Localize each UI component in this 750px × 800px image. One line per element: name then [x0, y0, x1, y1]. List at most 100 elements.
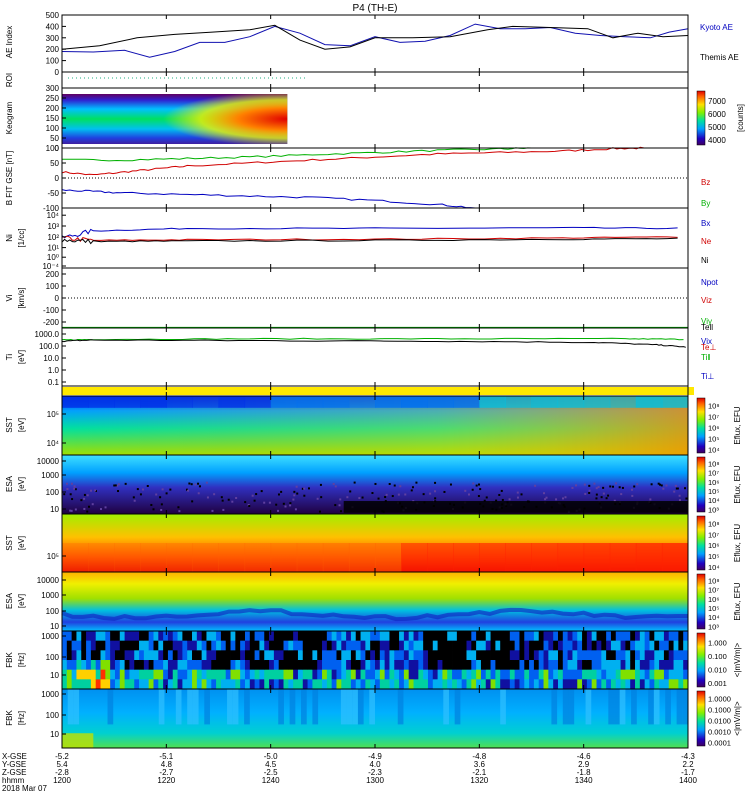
fbk-e-cell: [375, 631, 381, 642]
fbk-e-cell: [312, 679, 318, 690]
fbk-e-cell: [119, 669, 125, 680]
fbk-e-cell: [427, 660, 434, 671]
ylabel-ti: Ti: [5, 354, 14, 361]
fbk-e-cell: [399, 631, 405, 642]
fbk-e-cell: [548, 660, 554, 671]
colorbar-sst_i: [696, 397, 706, 454]
fbk-e-cell: [553, 669, 559, 680]
noise-pixel: [545, 496, 548, 499]
fbk-e-cell: [490, 669, 496, 680]
fbk-e-cell: [196, 640, 203, 651]
fbk-e-cell: [148, 631, 154, 642]
y-tick-label: 10²: [47, 233, 59, 242]
yunit-ti: [eV]: [17, 350, 26, 364]
fbk-e-cell: [293, 640, 299, 651]
fbk-e-cell: [71, 660, 77, 671]
noise-pixel: [571, 486, 574, 489]
fbk-e-cell: [86, 650, 92, 661]
fbk-e-cell: [543, 650, 549, 661]
fbk-e-cell: [620, 640, 626, 651]
noise-pixel: [117, 490, 120, 493]
fbk-e-cell: [254, 650, 260, 661]
fbk-e-cell: [678, 669, 684, 680]
fbk-e-cell: [90, 650, 97, 661]
fbk-e-cell: [447, 640, 453, 651]
fbk-b-cell: [614, 689, 620, 725]
fbk-e-cell: [452, 631, 458, 642]
noise-pixel: [479, 488, 482, 491]
fbk-e-cell: [423, 669, 429, 680]
fbk-e-cell: [273, 660, 280, 671]
noise-pixel: [83, 507, 86, 510]
fbk-e-cell: [394, 650, 400, 661]
fbk-e-cell: [317, 669, 323, 680]
spectrogram-cell: [635, 396, 663, 408]
fbk-e-cell: [244, 660, 251, 671]
fbk-e-cell: [582, 631, 588, 642]
colorbar-tick-label: 10⁵: [708, 435, 719, 444]
noise-pixel: [221, 499, 224, 502]
fbk-e-cell: [177, 679, 183, 690]
panel-frame-ae: [61, 14, 689, 73]
noise-pixel: [583, 483, 586, 486]
fbk-e-cell: [95, 631, 101, 642]
fbk-e-cell: [100, 660, 106, 671]
fbk-e-cell: [336, 660, 342, 671]
yunit-esa_i: [eV]: [17, 477, 26, 491]
noise-pixel: [63, 493, 66, 496]
fbk-e-cell: [288, 650, 294, 661]
fbk-e-cell: [606, 669, 612, 680]
noise-pixel: [87, 505, 90, 508]
fbk-e-cell: [432, 650, 438, 661]
noise-pixel: [685, 497, 688, 500]
fbk-e-cell: [192, 640, 198, 651]
fbk-e-cell: [244, 650, 251, 661]
fbk-e-cell: [119, 640, 125, 651]
fbk-e-cell: [678, 660, 684, 671]
fbk-e-cell: [360, 679, 366, 690]
y-tick-label: 100: [46, 711, 60, 720]
fbk-e-cell: [375, 650, 381, 661]
fbk-e-cell: [644, 631, 650, 642]
fbk-e-cell: [269, 679, 275, 690]
colorbar-fbk_e: [696, 632, 706, 688]
colorbar-tick-label: 5000: [708, 123, 726, 132]
chart-title: P4 (TH-E): [353, 3, 398, 14]
fbk-e-cell: [543, 679, 549, 690]
spectrogram-cell: [635, 543, 663, 572]
noise-pixel: [124, 482, 127, 485]
noise-pixel: [358, 497, 361, 500]
fbk-e-cell: [418, 650, 424, 661]
noise-pixel: [478, 483, 481, 486]
spectrogram-cell: [348, 396, 376, 408]
spectrogram-cell: [401, 543, 428, 572]
fbk-e-cell: [582, 650, 588, 661]
fbk-e-cell: [461, 650, 467, 661]
fbk-e-cell: [490, 640, 496, 651]
fbk-e-cell: [553, 679, 559, 690]
fbk-e-cell: [408, 650, 414, 661]
noise-pixel: [74, 508, 77, 511]
noise-pixel: [501, 498, 504, 501]
fbk-e-cell: [139, 679, 145, 690]
fbk-e-cell: [66, 640, 73, 651]
noise-pixel: [244, 501, 247, 504]
fbk-e-cell: [582, 660, 588, 671]
colorbar-label: Eflux, EFU: [733, 582, 742, 620]
y-tick-label: 200: [46, 45, 60, 54]
fbk-e-cell: [134, 631, 140, 642]
spectrogram-cell: [479, 396, 506, 408]
colorbar-tick-label: 0.1000: [708, 706, 731, 715]
fbk-e-cell: [505, 660, 511, 671]
noise-pixel: [516, 496, 519, 499]
colorbar-label: [counts]: [736, 104, 745, 132]
fbk-e-cell: [167, 640, 174, 651]
fbk-e-cell: [182, 679, 188, 690]
fbk-e-cell: [427, 631, 434, 642]
y-tick-label: 0: [55, 294, 60, 303]
fbk-e-cell: [495, 669, 501, 680]
fbk-e-cell: [577, 631, 583, 642]
colorbar-label: Eflux, EFU: [733, 465, 742, 503]
fbk-e-cell: [105, 631, 111, 642]
fbk-e-cell: [336, 640, 342, 651]
